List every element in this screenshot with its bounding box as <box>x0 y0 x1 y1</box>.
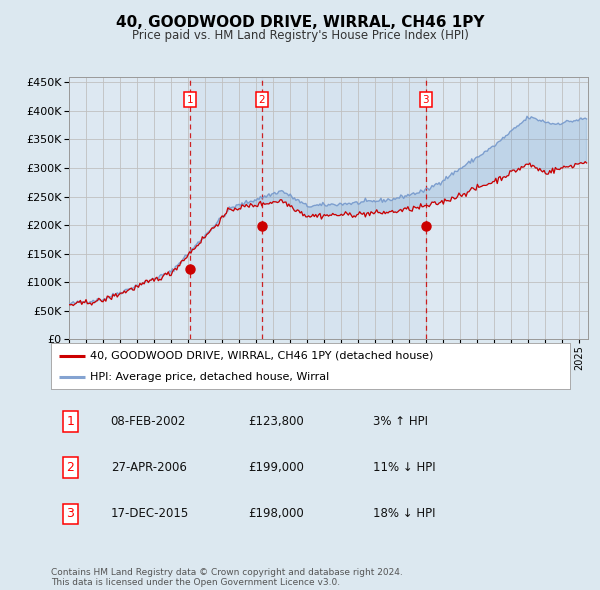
Text: £123,800: £123,800 <box>248 415 304 428</box>
Text: Contains HM Land Registry data © Crown copyright and database right 2024.
This d: Contains HM Land Registry data © Crown c… <box>51 568 403 587</box>
Text: 1: 1 <box>66 415 74 428</box>
Text: 3: 3 <box>66 507 74 520</box>
Text: £199,000: £199,000 <box>248 461 304 474</box>
Text: 27-APR-2006: 27-APR-2006 <box>110 461 187 474</box>
Text: 08-FEB-2002: 08-FEB-2002 <box>110 415 186 428</box>
Text: 40, GOODWOOD DRIVE, WIRRAL, CH46 1PY (detached house): 40, GOODWOOD DRIVE, WIRRAL, CH46 1PY (de… <box>90 351 433 361</box>
Text: 3: 3 <box>422 94 429 104</box>
Text: Price paid vs. HM Land Registry's House Price Index (HPI): Price paid vs. HM Land Registry's House … <box>131 30 469 42</box>
Text: 3% ↑ HPI: 3% ↑ HPI <box>373 415 428 428</box>
Text: 2: 2 <box>259 94 265 104</box>
Bar <box>262 77 425 339</box>
Text: £198,000: £198,000 <box>248 507 304 520</box>
Bar <box>190 77 262 339</box>
Text: 18% ↓ HPI: 18% ↓ HPI <box>373 507 435 520</box>
Text: 11% ↓ HPI: 11% ↓ HPI <box>373 461 436 474</box>
Text: 2: 2 <box>66 461 74 474</box>
Text: HPI: Average price, detached house, Wirral: HPI: Average price, detached house, Wirr… <box>90 372 329 382</box>
Text: 40, GOODWOOD DRIVE, WIRRAL, CH46 1PY: 40, GOODWOOD DRIVE, WIRRAL, CH46 1PY <box>116 15 484 30</box>
Text: 17-DEC-2015: 17-DEC-2015 <box>110 507 189 520</box>
Text: 1: 1 <box>187 94 193 104</box>
